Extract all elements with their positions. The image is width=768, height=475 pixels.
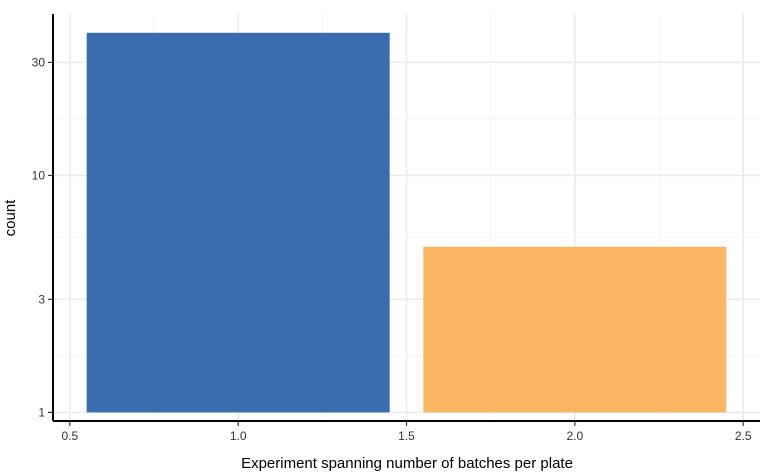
x-tick-label: 2.0 — [566, 429, 583, 443]
y-tick-label: 30 — [32, 55, 46, 69]
y-tick-label: 3 — [38, 292, 45, 306]
bars-group — [86, 32, 727, 413]
ticks-group: 0.5 1.0 1.5 2.0 2.5 1 3 10 30 — [32, 55, 752, 443]
bar — [423, 246, 727, 413]
y-axis-title: count — [2, 199, 19, 237]
x-tick-label: 0.5 — [61, 429, 78, 443]
y-tick-label: 1 — [38, 405, 45, 419]
x-tick-label: 2.5 — [735, 429, 752, 443]
x-tick-label: 1.5 — [398, 429, 415, 443]
x-tick-label: 1.0 — [230, 429, 247, 443]
bar — [86, 32, 390, 413]
x-axis-title: Experiment spanning number of batches pe… — [241, 455, 573, 472]
y-tick-label: 10 — [32, 168, 46, 182]
